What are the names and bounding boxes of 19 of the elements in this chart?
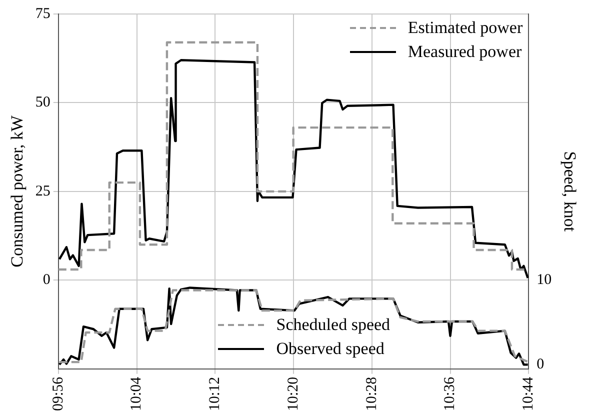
legend-label: Scheduled speed: [276, 314, 390, 336]
y-tick-label: 50: [35, 94, 50, 111]
y-axis-title: Consumed power, kW: [8, 114, 27, 268]
y-tick-label: 25: [35, 183, 50, 200]
legend-label: Estimated power: [408, 17, 523, 39]
x-tick-label: 10:28: [364, 376, 380, 412]
x-tick-label: 10:20: [285, 376, 302, 412]
y2-axis-title: Speed, knot: [560, 151, 580, 232]
y2-tick-label: 10: [536, 272, 552, 288]
y-tick-label: 0: [42, 272, 50, 288]
x-tick-label: 10:44: [520, 376, 537, 412]
x-tick-label: 10:36: [442, 376, 458, 412]
legend-label: Observed speed: [276, 338, 384, 360]
y-tick-label: 75: [35, 6, 50, 22]
legend-label: Measured power: [408, 41, 522, 63]
y2-tick-label: 0: [536, 356, 544, 373]
x-tick-label: 10:12: [207, 376, 224, 412]
x-tick-label: 09:56: [50, 376, 66, 412]
x-tick-label: 10:04: [128, 376, 145, 412]
